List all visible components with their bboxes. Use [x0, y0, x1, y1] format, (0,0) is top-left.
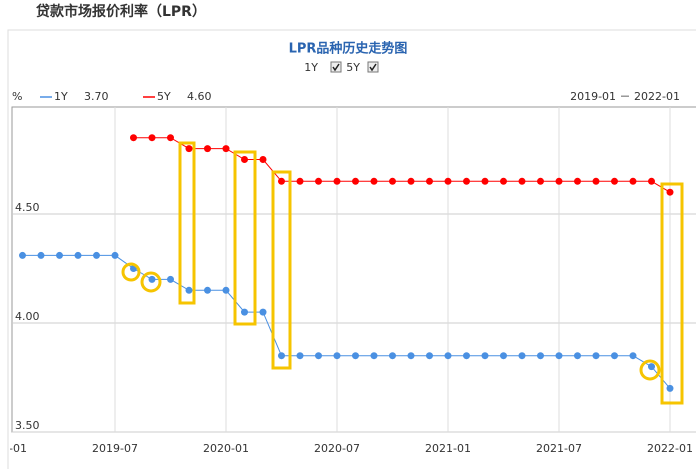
- data-point: [555, 352, 563, 360]
- highlights: [121, 141, 684, 405]
- data-point: [222, 145, 230, 153]
- data-point: [389, 352, 396, 360]
- data-point: [241, 308, 248, 316]
- data-point: [19, 251, 26, 259]
- panel: [7, 29, 696, 469]
- chart-title: LPR品种历史走势图: [289, 41, 408, 57]
- data-point: [278, 352, 285, 360]
- data-point: [629, 177, 637, 185]
- data-point: [407, 177, 415, 185]
- x-tick-label: 2020-07: [314, 442, 360, 455]
- data-point: [241, 156, 248, 163]
- data-point: [407, 352, 415, 360]
- data-point: [592, 177, 600, 185]
- data-point: [518, 177, 526, 185]
- data-point: [648, 177, 655, 185]
- data-point: [333, 352, 341, 360]
- data-point: [296, 352, 304, 360]
- data-point: [315, 352, 322, 360]
- date-range: 2019-01 － 2022-01: [570, 90, 680, 103]
- legend-value: 4.60: [187, 90, 212, 103]
- data-point: [389, 177, 396, 185]
- data-point: [648, 363, 655, 371]
- data-point: [130, 134, 137, 142]
- data-point: [111, 251, 119, 259]
- y-unit: %: [12, 90, 22, 103]
- data-point: [666, 188, 674, 196]
- x-tick-label: 2020-01: [203, 442, 249, 455]
- legend-value: 3.70: [84, 90, 109, 103]
- data-point: [555, 177, 563, 185]
- x-tick-label: 2019-01: [0, 442, 27, 455]
- page-title: 贷款市场报价利率（LPR）: [36, 3, 206, 20]
- data-point: [204, 286, 211, 294]
- data-point: [370, 352, 378, 360]
- data-point: [537, 352, 544, 360]
- x-tick-label: 2021-01: [425, 442, 471, 455]
- data-point: [333, 177, 341, 185]
- data-point: [463, 352, 470, 360]
- y-tick-label: 4.50: [15, 201, 40, 214]
- data-point: [370, 177, 378, 185]
- data-point: [278, 177, 285, 185]
- data-point: [37, 251, 45, 259]
- data-point: [259, 308, 267, 316]
- data-point: [574, 352, 581, 360]
- data-point: [666, 384, 674, 392]
- checkbox[interactable]: [367, 61, 379, 73]
- data-point: [574, 177, 581, 185]
- data-point: [463, 177, 470, 185]
- data-point: [185, 286, 193, 294]
- data-point: [444, 352, 452, 360]
- y-tick-label: 4.00: [15, 310, 40, 323]
- toggle-label: 5Y: [346, 61, 360, 74]
- data-point: [426, 177, 433, 185]
- plot: 3.50 4.00 4.50 2019-01 2019-07 2020-01 2020-07…: [0, 106, 696, 455]
- data-point: [259, 156, 267, 163]
- data-point: [93, 251, 100, 259]
- data-point: [352, 352, 359, 360]
- data-point: [185, 145, 193, 153]
- data-point: [518, 352, 526, 360]
- data-point: [592, 352, 600, 360]
- data-point: [611, 177, 618, 185]
- data-point: [481, 352, 489, 360]
- toggle-label: 1Y: [304, 61, 318, 74]
- data-point: [167, 275, 174, 283]
- checkbox[interactable]: [330, 61, 342, 73]
- data-point: [56, 251, 63, 259]
- data-point: [500, 177, 507, 185]
- data-point: [352, 177, 359, 185]
- data-point: [222, 286, 230, 294]
- legend-label: 5Y: [157, 90, 171, 103]
- data-point: [315, 177, 322, 185]
- data-point: [426, 352, 433, 360]
- data-point: [629, 352, 637, 360]
- data-point: [167, 134, 174, 142]
- x-tick-label: 2021-07: [536, 442, 582, 455]
- data-point: [481, 177, 489, 185]
- data-point: [500, 352, 507, 360]
- data-point: [148, 275, 156, 283]
- legend-label: 1Y: [54, 90, 68, 103]
- data-point: [296, 177, 304, 185]
- data-point: [537, 177, 544, 185]
- data-point: [444, 177, 452, 185]
- x-tick-label: 2022-01: [647, 442, 693, 455]
- x-tick-label: 2019-07: [92, 442, 138, 455]
- data-point: [74, 251, 82, 259]
- data-point: [148, 134, 156, 142]
- y-tick-label: 3.50: [15, 419, 40, 432]
- data-point: [204, 145, 211, 153]
- data-point: [611, 352, 618, 360]
